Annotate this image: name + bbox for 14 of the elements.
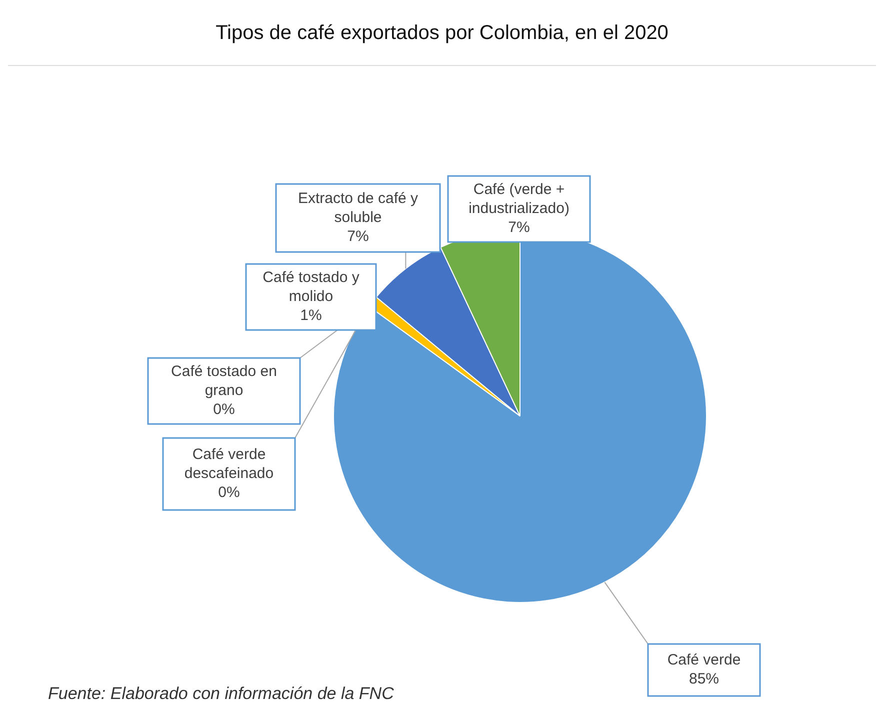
category-label: Café tostado en grano [171,363,277,400]
data-label: 85% [688,670,720,688]
slice-label: Café verde [667,652,741,669]
data-label: 1% [300,307,322,324]
source-note: Fuente: Elaborado con información de la FNC [48,684,394,703]
slice-label: Extracto de café y soluble [298,190,419,226]
category-label: Café verde descafeinado [184,446,274,482]
chart-title: Tipos de café exportados por Colombia, en el 2020 [8,8,876,66]
text: 0% [213,401,235,418]
data-label: 7% [508,219,530,236]
data-label: 7% [347,228,369,246]
slice-label: Café tostado y molido [262,269,360,306]
slice-label: Café (verde + industrializado) [468,181,570,218]
text: 0% [218,484,240,502]
